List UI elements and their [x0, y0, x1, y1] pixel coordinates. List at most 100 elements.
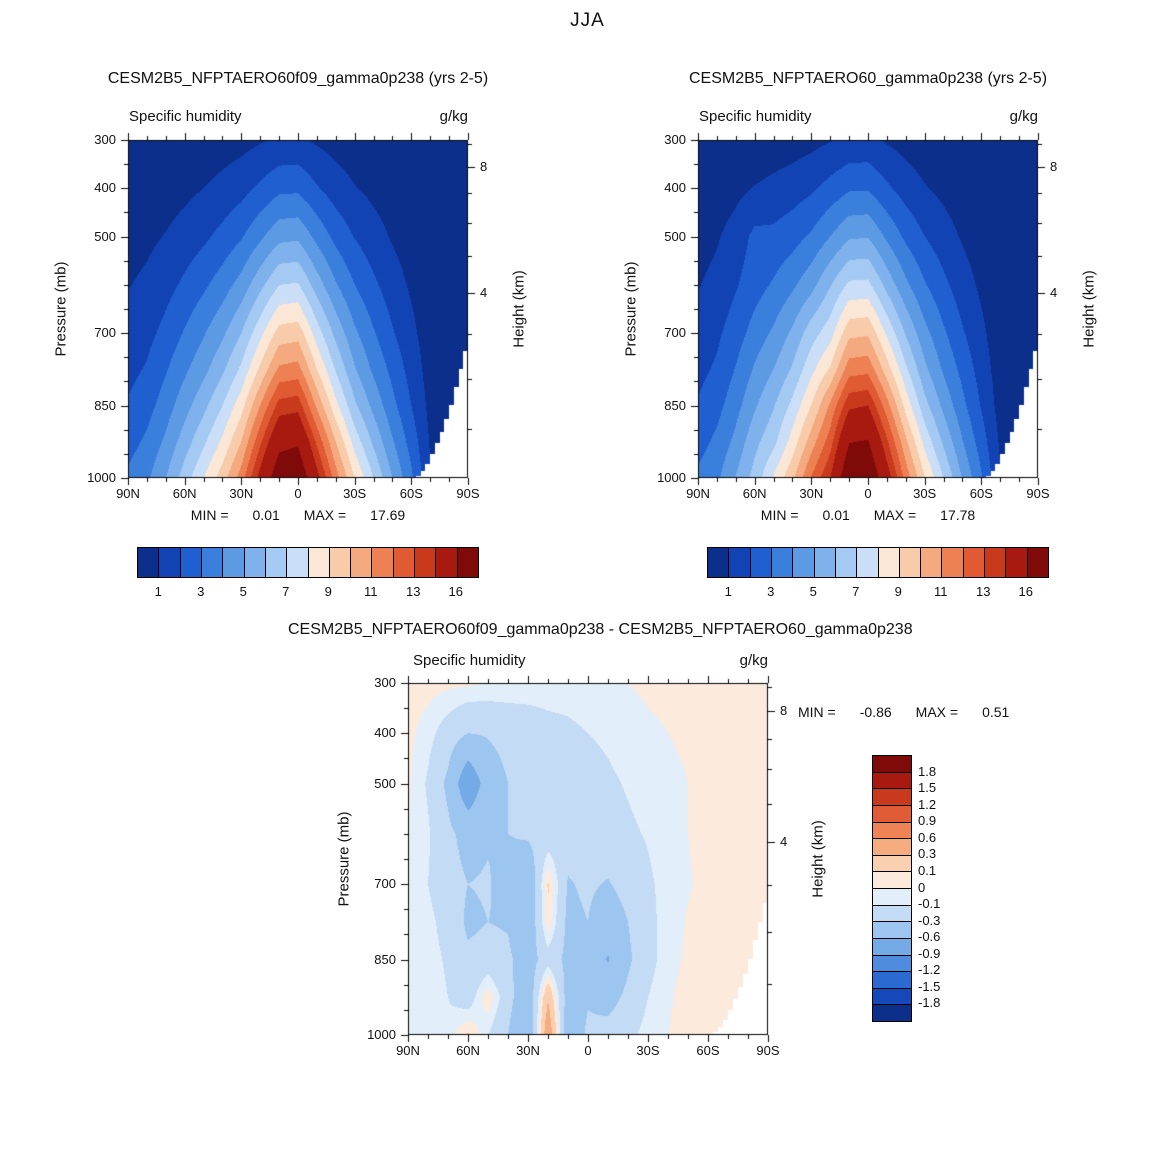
colorbar-tick-label: 1.5 — [918, 780, 937, 796]
pressure-tick-label: 300 — [374, 675, 396, 690]
contour-plot-right — [688, 130, 1048, 488]
panel-title-left: CESM2B5_NFPTAERO60f09_gamma0p238 (yrs 2-… — [107, 70, 489, 87]
colorbar-box — [898, 548, 921, 577]
colorbar-box — [873, 804, 911, 822]
min-value: 0.01 — [822, 507, 850, 523]
colorbar-horizontal — [707, 547, 1049, 578]
colorbar-box — [1026, 548, 1048, 577]
panel-title-diff: CESM2B5_NFPTAERO60f09_gamma0p238 - CESM2… — [288, 621, 913, 638]
pressure-axis-label-diff: Pressure (mb) — [335, 811, 353, 907]
colorbar-box — [243, 548, 265, 577]
latitude-tick-label: 0 — [864, 486, 872, 501]
colorbar-tick-label: 0.9 — [918, 813, 937, 829]
colorbar-box — [371, 548, 393, 577]
min-label: MIN = — [760, 507, 799, 523]
colorbar-tick-label: 5 — [239, 584, 247, 599]
pressure-tick-label: 500 — [664, 228, 686, 244]
colorbar-box — [984, 548, 1006, 577]
colorbar-tick-label: 1 — [724, 584, 732, 599]
colorbar-tick-label: -0.9 — [918, 945, 941, 961]
colorbar-tick-label: 16 — [448, 584, 463, 599]
height-tick-label: 8 — [480, 159, 488, 175]
colorbar-tick-label: 1 — [154, 584, 162, 599]
colorbar-tick-label: 0.1 — [918, 862, 937, 878]
contour-plot-left — [118, 130, 478, 488]
colorbar-box — [138, 548, 159, 577]
pressure-tick-label: 850 — [374, 951, 396, 967]
colorbar-box — [856, 548, 878, 577]
colorbar-box — [1005, 548, 1027, 577]
colorbar-horizontal — [137, 547, 479, 578]
latitude-tick-label: 60S — [969, 486, 993, 501]
latitude-tick-label: 90S — [756, 1043, 780, 1058]
pressure-tick-label: 700 — [94, 325, 116, 341]
height-tick-label: 4 — [480, 284, 488, 300]
field-label-right: Specific humidity — [699, 108, 812, 125]
colorbar-box — [873, 987, 911, 1005]
max-value: 17.69 — [370, 507, 406, 523]
max-value: 0.51 — [982, 704, 1010, 720]
colorbar-tick-label: 0.3 — [918, 846, 937, 862]
colorbar-tick-label: 0.6 — [918, 829, 937, 845]
colorbar-box — [941, 548, 963, 577]
colorbar-box — [286, 548, 308, 577]
colorbar-tick-label: -1.2 — [918, 962, 941, 978]
pressure-tick-label: 400 — [94, 180, 116, 196]
units-label-left: g/kg — [439, 108, 468, 125]
minmax-left: MIN = 0.01 MAX = 17.69 — [128, 507, 468, 523]
colorbar-tick-label: 13 — [976, 584, 991, 599]
minmax-diff: MIN = -0.86 MAX = 0.51 — [798, 704, 1009, 720]
height-axis-label-right: Height (km) — [1080, 270, 1098, 348]
colorbar-tick-label: -0.3 — [918, 912, 941, 928]
pressure-axis-label-left: Pressure (mb) — [52, 261, 70, 357]
panel-title-right: CESM2B5_NFPTAERO60_gamma0p238 (yrs 2-5) — [688, 70, 1048, 87]
units-label-right: g/kg — [1009, 108, 1038, 125]
colorbar-box — [179, 548, 201, 577]
colorbar-box — [328, 548, 351, 577]
pressure-tick-label: 1000 — [657, 470, 686, 485]
colorbar-tick-label: 9 — [324, 584, 332, 599]
latitude-tick-label: 30N — [229, 486, 254, 501]
colorbar-vertical — [872, 755, 912, 1022]
colorbar-box — [873, 888, 911, 905]
season-title: JJA — [570, 10, 605, 31]
field-label-diff: Specific humidity — [413, 652, 526, 669]
colorbar-box — [873, 971, 911, 988]
pressure-tick-label: 1000 — [367, 1027, 396, 1042]
colorbar-tick-label: 0 — [918, 879, 926, 895]
max-label: MAX = — [873, 507, 917, 523]
units-label-diff: g/kg — [739, 652, 768, 669]
colorbar-tick-label: 13 — [406, 584, 421, 599]
pressure-tick-label: 700 — [664, 325, 686, 341]
pressure-tick-label: 850 — [664, 397, 686, 413]
colorbar-box — [307, 548, 329, 577]
colorbar-tick-label: 3 — [197, 584, 205, 599]
colorbar-box — [920, 548, 942, 577]
min-label: MIN = — [798, 704, 836, 720]
pressure-tick-label: 850 — [94, 397, 116, 413]
colorbar-box — [873, 788, 911, 805]
pressure-tick-label: 1000 — [87, 470, 116, 485]
latitude-tick-label: 30S — [913, 486, 937, 501]
colorbar-box — [158, 548, 180, 577]
colorbar-box — [873, 821, 911, 839]
colorbar-box — [770, 548, 793, 577]
latitude-tick-label: 90N — [686, 486, 710, 501]
colorbar-box — [435, 548, 457, 577]
colorbar-tick-label: 1.8 — [918, 763, 937, 779]
pressure-axis-label-right: Pressure (mb) — [622, 261, 640, 357]
pressure-tick-label: 700 — [374, 876, 396, 892]
latitude-tick-label: 90N — [116, 486, 140, 501]
latitude-tick-label: 30S — [636, 1043, 660, 1058]
max-label: MAX = — [915, 704, 959, 720]
colorbar-tick-label: 1.2 — [918, 796, 937, 812]
colorbar-tick-label: 9 — [894, 584, 902, 599]
colorbar-box — [873, 921, 911, 938]
colorbar-tick-label: 11 — [934, 584, 948, 599]
field-label-left: Specific humidity — [129, 108, 242, 125]
latitude-tick-label: 90N — [396, 1043, 420, 1058]
colorbar-box — [962, 548, 985, 577]
colorbar-box — [414, 548, 436, 577]
colorbar-box — [877, 548, 899, 577]
latitude-tick-label: 60S — [399, 486, 423, 501]
